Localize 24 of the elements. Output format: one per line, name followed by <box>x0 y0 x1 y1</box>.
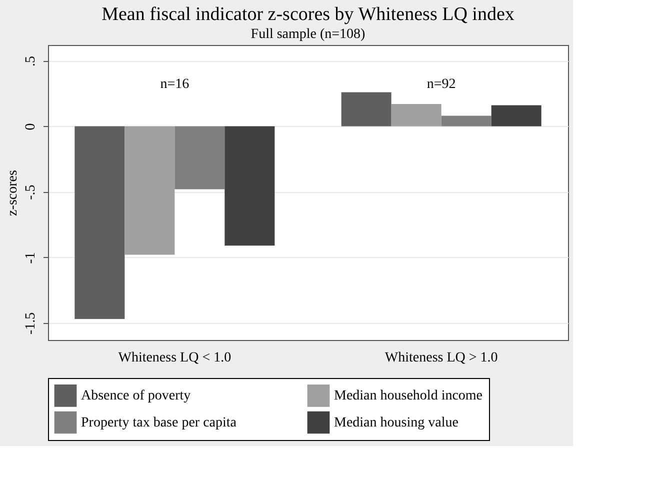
x-tick-label: Whiteness LQ > 1.0 <box>384 350 498 366</box>
bar <box>491 105 542 126</box>
legend-label: Median household income <box>334 388 483 404</box>
bar <box>441 116 492 126</box>
bar <box>341 92 392 126</box>
y-tick-label: -.5 <box>24 184 38 200</box>
x-tick-label: Whiteness LQ < 1.0 <box>118 350 232 366</box>
chart-title: Mean fiscal indicator z-scores by Whiteness LQ index <box>102 4 515 25</box>
bar <box>224 126 275 246</box>
y-tick-label: 0 <box>24 123 38 130</box>
y-tick-label: -1 <box>24 252 38 264</box>
y-tick-label: .5 <box>24 56 38 66</box>
bar <box>391 104 442 126</box>
legend-label: Absence of poverty <box>81 388 191 404</box>
y-tick-label: -1.5 <box>24 312 38 335</box>
bar <box>74 126 125 320</box>
annotation: n=16 <box>160 77 190 92</box>
chart-subtitle: Full sample (n=108) <box>250 27 366 42</box>
legend-label: Median housing value <box>334 416 458 430</box>
legend-label: Property tax base per capita <box>81 416 238 430</box>
annotation: n=92 <box>426 77 456 92</box>
y-axis-title: z-scores <box>6 170 20 216</box>
bar <box>124 126 175 255</box>
bar <box>174 126 225 190</box>
